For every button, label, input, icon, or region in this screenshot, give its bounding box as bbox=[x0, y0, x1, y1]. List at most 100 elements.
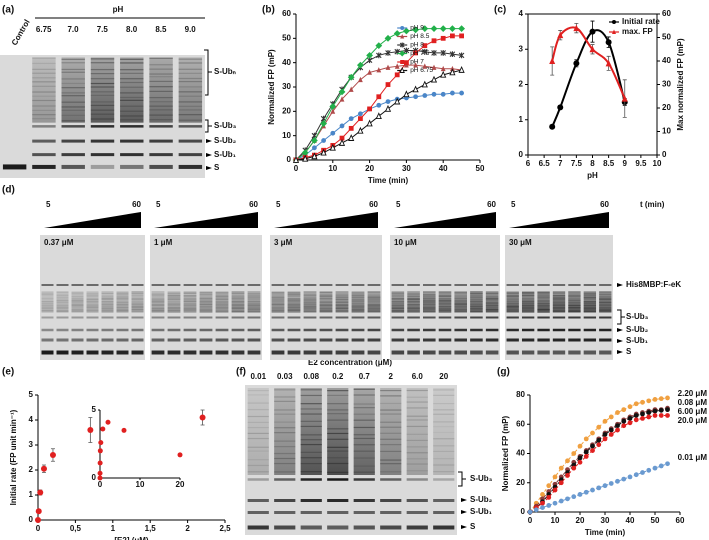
data-point bbox=[658, 413, 664, 418]
data-point bbox=[412, 26, 419, 34]
data-point bbox=[329, 143, 336, 151]
gel-band bbox=[247, 310, 261, 312]
gel-band bbox=[568, 306, 581, 309]
lane-label: 0.03 bbox=[277, 372, 293, 381]
gel-band bbox=[90, 73, 115, 75]
data-point bbox=[422, 48, 428, 55]
gel-band bbox=[151, 307, 165, 309]
gel-band bbox=[303, 350, 317, 355]
gel-band bbox=[247, 464, 269, 467]
gel-band bbox=[485, 308, 499, 310]
legend-label: pH 7.5 bbox=[410, 50, 430, 57]
gel-band bbox=[506, 308, 519, 310]
gel-smear bbox=[183, 291, 197, 313]
data-point bbox=[375, 112, 382, 120]
data-point bbox=[37, 489, 44, 496]
gel-band bbox=[438, 316, 452, 319]
gel-band bbox=[41, 303, 54, 305]
gel-band bbox=[90, 82, 115, 85]
gel-band bbox=[351, 338, 365, 342]
gel-band bbox=[537, 296, 550, 298]
gel-band bbox=[353, 394, 375, 396]
gel-band bbox=[41, 308, 54, 310]
gel-band bbox=[247, 525, 269, 530]
band-label: S-Ub₁ bbox=[214, 150, 237, 159]
y-tick-label: 2 bbox=[29, 465, 34, 474]
gel-band bbox=[303, 338, 317, 342]
gel-band bbox=[454, 308, 467, 310]
gel-band bbox=[303, 316, 317, 319]
gel-band bbox=[120, 92, 144, 94]
gel-band bbox=[149, 86, 173, 88]
data-point bbox=[301, 149, 309, 157]
gel-band bbox=[367, 309, 381, 311]
gel-band bbox=[274, 400, 296, 402]
gel-band bbox=[599, 309, 612, 311]
gel-band bbox=[274, 440, 296, 442]
x-tick-label: 10 bbox=[551, 516, 560, 525]
gel-band bbox=[583, 296, 597, 298]
gel-band bbox=[71, 296, 84, 298]
gel-smear bbox=[319, 291, 333, 313]
gel-band bbox=[433, 402, 455, 405]
gel-band bbox=[183, 294, 197, 297]
gel-band bbox=[56, 284, 69, 286]
concentration-label: 0.37 μM bbox=[44, 238, 74, 247]
x-tick-label: 6 bbox=[526, 159, 531, 168]
gel-band bbox=[303, 308, 317, 310]
data-point bbox=[577, 492, 583, 497]
gel-band bbox=[274, 413, 296, 415]
panel-label: (b) bbox=[262, 5, 275, 16]
gel-band bbox=[521, 316, 535, 319]
data-point bbox=[450, 90, 455, 96]
gel-band bbox=[2, 164, 27, 170]
gel-band bbox=[470, 299, 483, 301]
gel-smear bbox=[521, 291, 535, 313]
gel-band bbox=[583, 293, 597, 295]
gel-band bbox=[178, 153, 203, 157]
data-point bbox=[177, 452, 183, 458]
gel-band bbox=[56, 338, 69, 342]
gel-band bbox=[247, 350, 261, 355]
gel-band bbox=[353, 499, 375, 502]
data-point bbox=[35, 508, 42, 515]
gel-band bbox=[438, 305, 452, 307]
data-point bbox=[602, 436, 608, 442]
gel-band bbox=[406, 425, 428, 428]
gel-band bbox=[271, 291, 285, 294]
gel-band bbox=[247, 303, 261, 306]
gel-band bbox=[438, 299, 452, 301]
gel-band bbox=[303, 302, 317, 304]
gel-band bbox=[90, 118, 115, 120]
gel-band bbox=[32, 164, 56, 169]
data-point bbox=[449, 25, 456, 32]
gel-band bbox=[568, 311, 581, 313]
gel-band bbox=[101, 294, 114, 297]
gel-band bbox=[470, 301, 483, 304]
gel-band bbox=[552, 309, 566, 312]
gel-band bbox=[552, 338, 566, 342]
gel-band bbox=[380, 413, 402, 415]
gel-band bbox=[423, 311, 436, 313]
x-tick-label: 10 bbox=[653, 159, 662, 168]
gel-band bbox=[438, 308, 452, 310]
gel-band bbox=[199, 293, 213, 295]
gel-band bbox=[32, 95, 56, 97]
data-point bbox=[577, 459, 583, 465]
gel-band bbox=[247, 308, 261, 310]
gel-band bbox=[271, 296, 285, 298]
gel-band bbox=[380, 463, 402, 465]
gel-band bbox=[71, 310, 84, 312]
data-point bbox=[605, 59, 612, 67]
gel-band bbox=[86, 306, 99, 308]
gel-smear bbox=[32, 57, 56, 123]
gel-band bbox=[537, 284, 550, 286]
gel-band bbox=[71, 303, 84, 306]
data-point bbox=[384, 104, 392, 112]
gel-band bbox=[327, 413, 349, 415]
gel-band bbox=[32, 153, 56, 157]
gel-band bbox=[287, 284, 301, 286]
data-point bbox=[330, 130, 336, 136]
gel-band bbox=[583, 308, 597, 310]
arrow bbox=[617, 350, 623, 354]
